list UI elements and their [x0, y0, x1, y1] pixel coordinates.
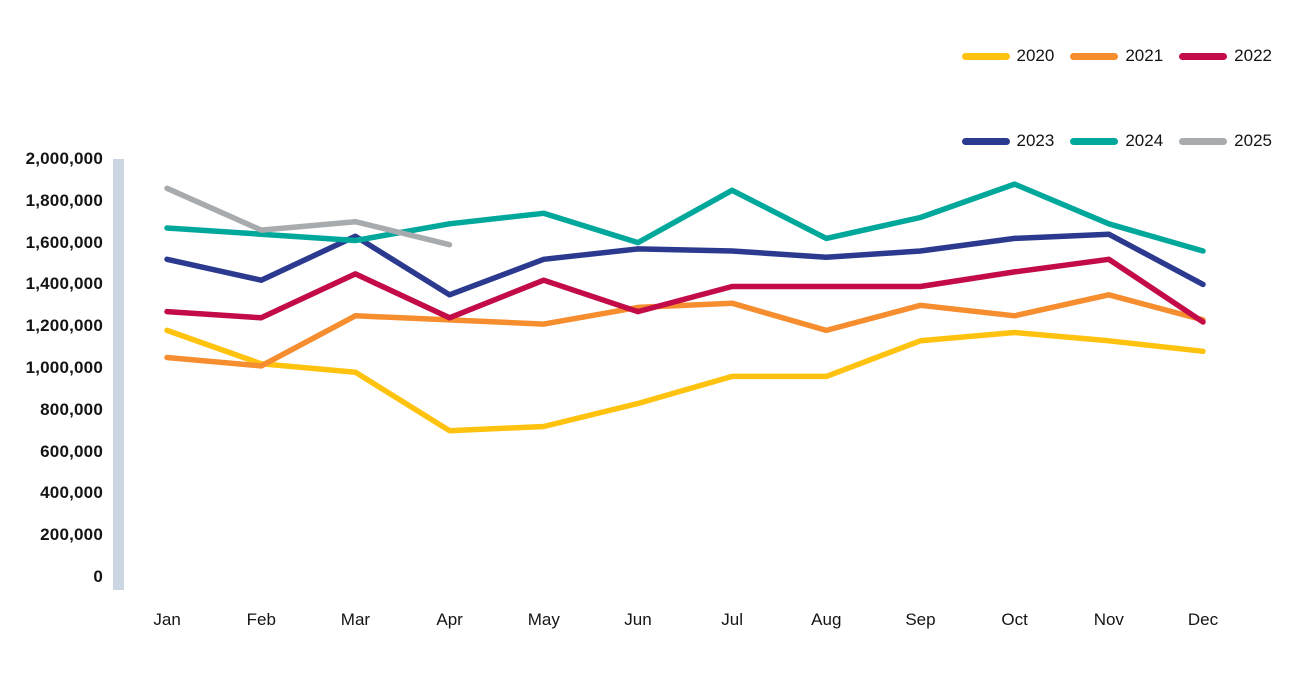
- legend-swatch-2024: [1070, 137, 1119, 145]
- y-tick-label: 1,400,000: [25, 274, 103, 294]
- x-tick-label: Apr: [436, 610, 463, 629]
- series-line-2020: [164, 327, 1206, 434]
- x-tick-label: May: [527, 610, 560, 629]
- x-axis-tick-labels: Jan Feb Mar Apr May Jun Jul Aug Sep Oct …: [120, 608, 1250, 632]
- x-tick-label: Aug: [811, 610, 842, 629]
- legend-item-2025: 2025: [1179, 131, 1272, 151]
- y-tick-label: 2,000,000: [25, 149, 103, 168]
- legend-swatch-2020: [961, 52, 1010, 60]
- y-tick-label: 1,800,000: [25, 190, 103, 210]
- legend-label-2023: 2023: [1016, 131, 1055, 150]
- y-tick-label: 1,600,000: [25, 232, 103, 252]
- y-tick-label: 400,000: [40, 483, 103, 503]
- legend-label-2025: 2025: [1234, 131, 1272, 150]
- x-tick-label: Jun: [624, 610, 652, 629]
- legend-swatch-2021: [1070, 52, 1119, 60]
- x-tick-label: Jul: [721, 610, 743, 629]
- legend-label-2024: 2024: [1125, 131, 1164, 150]
- x-tick-label: Sep: [905, 610, 936, 629]
- x-tick-label: Oct: [1001, 610, 1028, 629]
- legend-label-2022: 2022: [1234, 46, 1272, 65]
- legend-item-2022: 2022: [1179, 46, 1272, 66]
- series-line-2024: [164, 181, 1206, 254]
- x-tick-label: Dec: [1187, 610, 1219, 629]
- x-tick-label: Mar: [340, 610, 371, 629]
- y-tick-label: 200,000: [40, 525, 103, 545]
- legend-swatch-2023: [961, 137, 1010, 145]
- legend-item-2020: 2020: [961, 46, 1055, 66]
- x-tick-label: Jan: [153, 610, 181, 629]
- series-line-2025: [164, 185, 453, 248]
- x-tick-label: Nov: [1093, 610, 1124, 629]
- legend-label-2021: 2021: [1125, 46, 1164, 65]
- y-axis-bar: [113, 159, 124, 590]
- series-line-2023: [164, 231, 1206, 298]
- legend-swatch-2022: [1179, 52, 1228, 60]
- legend-item-2021: 2021: [1070, 46, 1163, 66]
- y-tick-label: 600,000: [40, 441, 103, 461]
- legend-row-1: 2020 2021 2022: [961, 46, 1272, 66]
- legend-item-2024: 2024: [1070, 131, 1163, 151]
- y-axis-tick-labels: 2,000,000 1,800,000 1,600,000 1,400,000 …: [0, 149, 103, 587]
- x-tick-label: Feb: [246, 610, 276, 629]
- y-tick-label: 800,000: [40, 399, 103, 419]
- series-line-2021: [164, 292, 1206, 369]
- legend-item-2023: 2023: [961, 131, 1055, 151]
- y-tick-label: 0: [93, 566, 103, 586]
- y-tick-label: 1,200,000: [25, 316, 103, 336]
- series-line-2022: [164, 256, 1206, 325]
- legend-swatch-2025: [1179, 137, 1228, 145]
- chart-legend: 2020 2021 2022 2023 2024 2025: [961, 46, 1272, 151]
- legend-row-2: 2023 2024 2025: [961, 131, 1272, 151]
- legend-label-2020: 2020: [1016, 46, 1055, 65]
- y-tick-label: 1,000,000: [25, 357, 103, 377]
